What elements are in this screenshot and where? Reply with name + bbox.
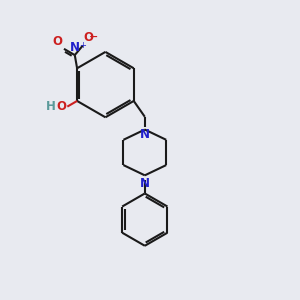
Text: O: O [83, 31, 93, 44]
Text: O: O [57, 100, 67, 113]
Text: O: O [52, 35, 62, 48]
Text: +: + [80, 41, 86, 50]
Text: N: N [140, 177, 150, 190]
Text: N: N [70, 41, 80, 54]
Text: N: N [140, 128, 150, 141]
Text: −: − [89, 32, 99, 41]
Text: H: H [46, 100, 56, 113]
